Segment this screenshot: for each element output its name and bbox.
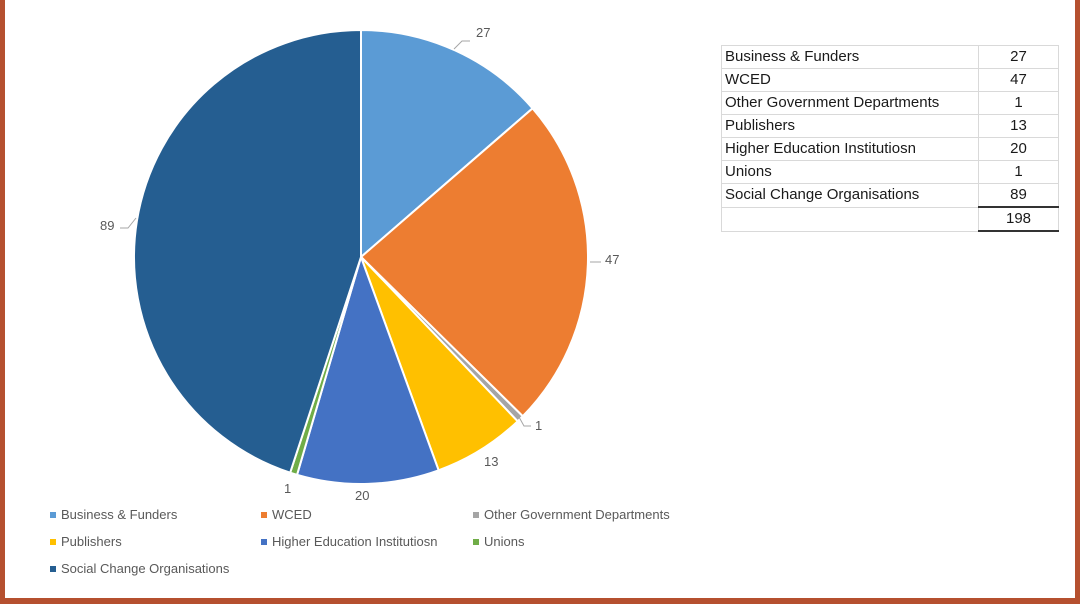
table-cell-label: Higher Education Institutiosn bbox=[721, 137, 979, 161]
legend-item-higher-education: Higher Education Institutiosn bbox=[261, 534, 437, 549]
slide: 27 47 1 13 20 1 89 Business & Funders WCED Oth… bbox=[5, 0, 1075, 598]
table-total-label bbox=[721, 206, 979, 232]
legend-swatch-icon bbox=[473, 538, 479, 545]
data-label-wced: 47 bbox=[605, 252, 619, 267]
table-cell-value: 1 bbox=[978, 91, 1059, 115]
legend-label: Other Government Departments bbox=[484, 507, 670, 522]
table-row: Higher Education Institutiosn 20 bbox=[721, 137, 1059, 161]
table-row: Publishers 13 bbox=[721, 114, 1059, 138]
legend-swatch-icon bbox=[473, 511, 479, 518]
table-cell-value: 1 bbox=[978, 160, 1059, 184]
table-cell-label: Other Government Departments bbox=[721, 91, 979, 115]
table-cell-value: 89 bbox=[978, 183, 1059, 208]
legend-swatch-icon bbox=[261, 538, 267, 545]
legend-item-unions: Unions bbox=[473, 534, 524, 549]
legend-label: Social Change Organisations bbox=[61, 561, 230, 576]
data-label-other-government: 1 bbox=[535, 418, 542, 433]
legend-item-publishers: Publishers bbox=[50, 534, 122, 549]
pie-slice-social-change bbox=[133, 28, 362, 474]
legend-item-social-change: Social Change Organisations bbox=[50, 561, 229, 576]
legend-label: Higher Education Institutiosn bbox=[272, 534, 438, 549]
legend-label: WCED bbox=[272, 507, 312, 522]
data-label-publishers: 13 bbox=[484, 454, 498, 469]
table-total-row: 198 bbox=[721, 206, 1059, 232]
table-cell-value: 27 bbox=[978, 45, 1059, 69]
leader-line bbox=[518, 416, 531, 427]
table-cell-label: Social Change Organisations bbox=[721, 183, 979, 208]
legend-swatch-icon bbox=[50, 511, 56, 518]
data-label-business-funders: 27 bbox=[476, 25, 490, 40]
data-table: Business & Funders 27 WCED 47 Other Gove… bbox=[721, 45, 1059, 232]
table-row: WCED 47 bbox=[721, 68, 1059, 92]
pie-slice-higher-education bbox=[295, 253, 440, 485]
table-row: Unions 1 bbox=[721, 160, 1059, 184]
table-cell-label: WCED bbox=[721, 68, 979, 92]
legend-item-other-government: Other Government Departments bbox=[473, 507, 670, 522]
legend-swatch-icon bbox=[50, 538, 56, 545]
legend-label: Unions bbox=[484, 534, 525, 549]
table-row: Other Government Departments 1 bbox=[721, 91, 1059, 115]
legend-label: Business & Funders bbox=[61, 507, 178, 522]
leader-line bbox=[453, 40, 470, 50]
table-row: Social Change Organisations 89 bbox=[721, 183, 1059, 208]
table-row: Business & Funders 27 bbox=[721, 45, 1059, 69]
table-cell-value: 47 bbox=[978, 68, 1059, 92]
table-cell-label: Business & Funders bbox=[721, 45, 979, 69]
table-cell-value: 13 bbox=[978, 114, 1059, 138]
legend-swatch-icon bbox=[50, 565, 56, 572]
table-cell-label: Unions bbox=[721, 160, 979, 184]
pie-slice-wced bbox=[359, 106, 589, 418]
pie-chart: 27 47 1 13 20 1 89 bbox=[100, 25, 619, 503]
legend-swatch-icon bbox=[261, 511, 267, 518]
table-cell-label: Publishers bbox=[721, 114, 979, 138]
table-total-value: 198 bbox=[978, 206, 1059, 232]
pie-slice-business-funders bbox=[360, 28, 534, 260]
legend-label: Publishers bbox=[61, 534, 122, 549]
legend-item-wced: WCED bbox=[261, 507, 312, 522]
data-label-unions: 1 bbox=[284, 481, 291, 496]
data-label-social-change: 89 bbox=[100, 218, 114, 233]
data-label-higher-education: 20 bbox=[355, 488, 369, 503]
leader-line bbox=[120, 217, 137, 229]
table-cell-value: 20 bbox=[978, 137, 1059, 161]
legend-item-business-funders: Business & Funders bbox=[50, 507, 177, 522]
